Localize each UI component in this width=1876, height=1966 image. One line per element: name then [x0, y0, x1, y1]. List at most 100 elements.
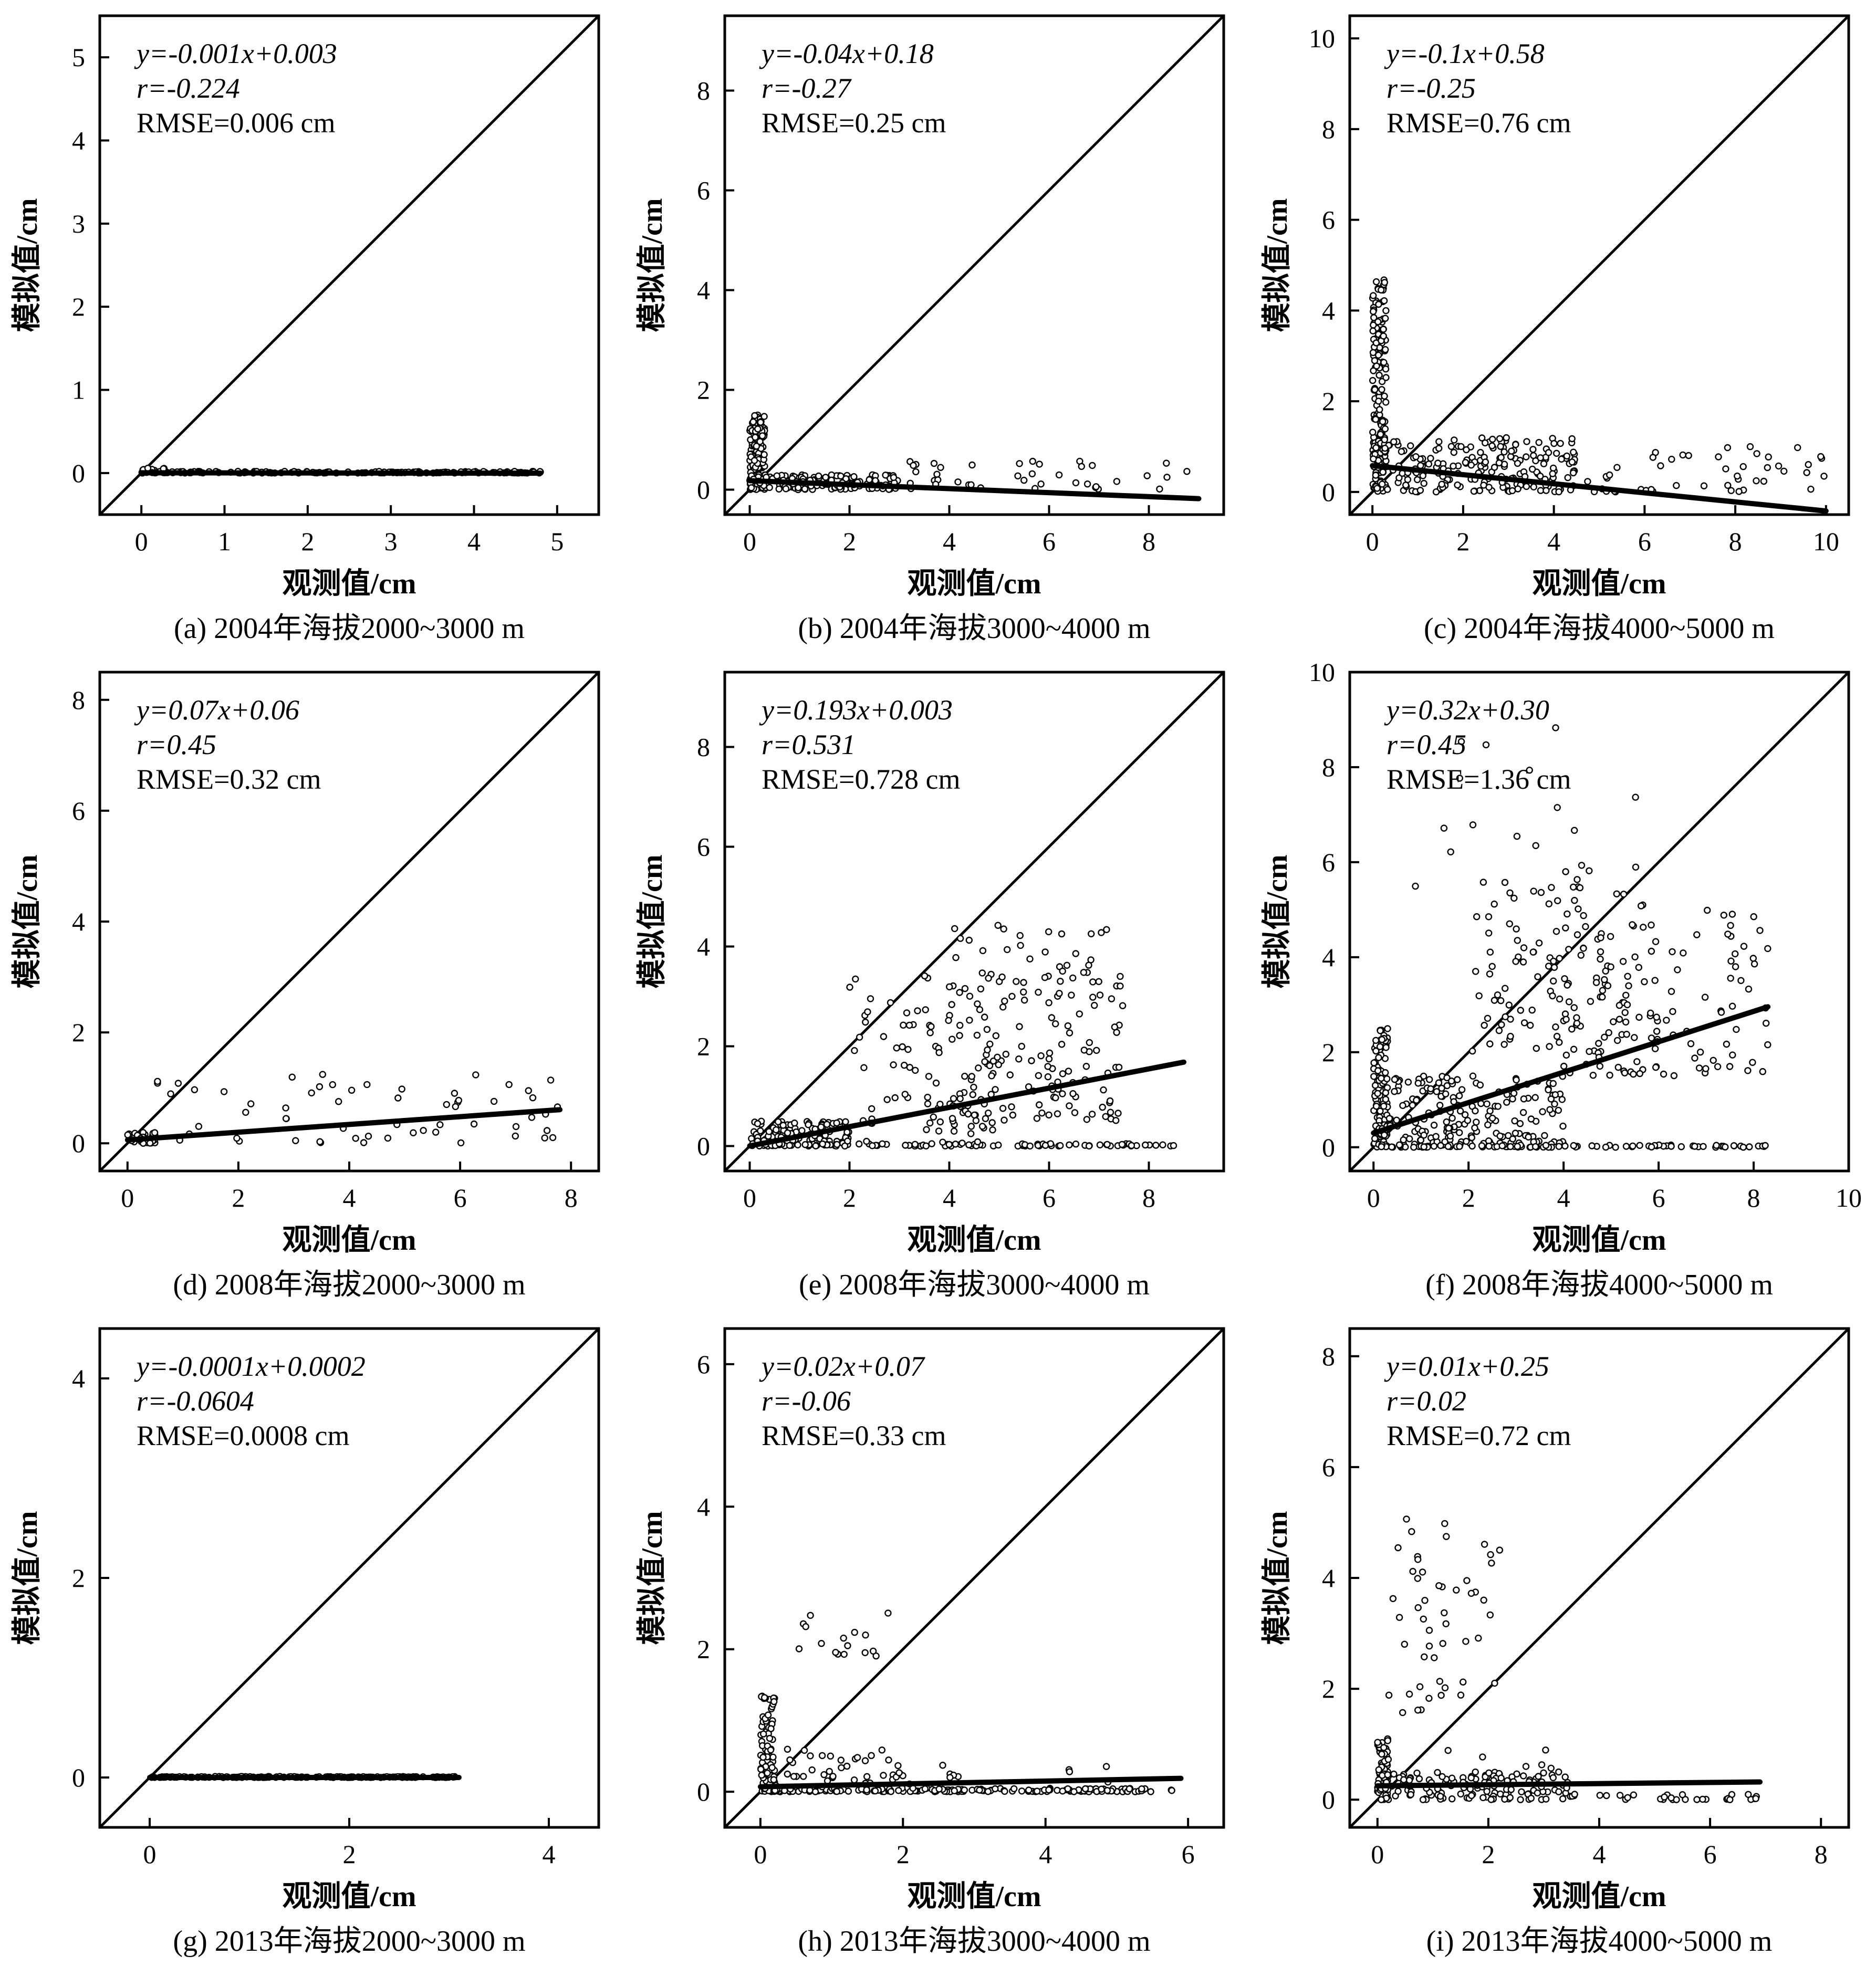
data-point: [1380, 297, 1388, 305]
data-point: [191, 1086, 199, 1093]
y-tick-label: 5: [72, 43, 85, 72]
data-point: [1378, 378, 1386, 385]
data-point: [292, 1137, 299, 1144]
data-point: [1438, 480, 1445, 488]
data-point: [1559, 1795, 1567, 1803]
data-point: [1401, 1640, 1409, 1648]
x-tick-label: 2: [1482, 1839, 1495, 1869]
data-point: [760, 413, 768, 420]
data-point: [1409, 1567, 1416, 1575]
y-axis-label: 模拟值/cm: [1261, 198, 1294, 332]
data-point: [1435, 438, 1443, 445]
data-point: [1584, 478, 1591, 485]
data-point: [329, 1081, 336, 1089]
data-point: [1450, 462, 1457, 470]
x-tick-label: 0: [135, 527, 148, 556]
data-point: [1434, 459, 1442, 467]
data-point: [242, 1109, 249, 1116]
data-point: [363, 1081, 371, 1089]
data-point: [1414, 1556, 1422, 1563]
data-point: [1370, 367, 1377, 374]
data-point: [1419, 1796, 1427, 1803]
data-point: [436, 1121, 444, 1128]
data-point: [1412, 453, 1420, 461]
data-point: [1379, 418, 1387, 425]
data-point: [525, 1087, 532, 1094]
data-point: [1170, 1142, 1177, 1149]
data-point: [1481, 439, 1489, 447]
data-point: [1405, 1776, 1413, 1784]
data-point: [782, 485, 790, 493]
data-point: [1491, 1679, 1498, 1687]
data-point: [1369, 292, 1377, 299]
data-point: [1543, 487, 1550, 494]
data-point: [1141, 1141, 1149, 1149]
data-point: [1564, 474, 1571, 482]
data-point: [1441, 1520, 1448, 1528]
y-tick-label: 2: [1322, 1674, 1335, 1703]
data-point: [1630, 1791, 1638, 1798]
data-point: [432, 1128, 440, 1136]
data-point: [1156, 485, 1163, 493]
data-point: [1405, 1690, 1413, 1698]
data-point: [1765, 453, 1772, 461]
data-point: [1557, 440, 1564, 447]
data-point: [352, 1135, 359, 1142]
data-point: [1382, 374, 1390, 381]
data-point: [749, 418, 757, 426]
data-point: [1753, 477, 1760, 485]
data-point: [1036, 461, 1043, 468]
data-point: [1394, 1787, 1402, 1795]
y-tick-label: 3: [72, 209, 85, 238]
data-point: [1381, 315, 1389, 322]
x-axis-label: 观测值/cm: [1532, 1880, 1666, 1913]
data-point: [1425, 461, 1433, 468]
data-point: [1373, 362, 1380, 370]
data-point: [1381, 279, 1389, 286]
y-tick-label: 6: [1322, 1452, 1335, 1482]
x-tick-label: 10: [1813, 527, 1839, 556]
data-point: [1373, 485, 1381, 492]
data-point: [1028, 470, 1036, 477]
data-point: [995, 1141, 1002, 1149]
data-point: [1376, 406, 1383, 413]
data-point: [1803, 469, 1810, 476]
x-tick-label: 4: [343, 1183, 356, 1212]
data-point: [1380, 326, 1387, 333]
data-point: [1489, 435, 1496, 443]
data-point: [1613, 464, 1621, 471]
data-point: [1679, 1791, 1686, 1798]
data-point: [747, 484, 755, 492]
data-point: [833, 1119, 840, 1127]
y-tick-label: 8: [1322, 1342, 1335, 1371]
data-point: [512, 1123, 520, 1131]
data-point: [1535, 438, 1543, 446]
data-point: [1372, 472, 1380, 479]
data-point: [1540, 460, 1548, 467]
y-tick-label: 2: [72, 292, 85, 321]
correlation-coefficient: r=-0.27: [762, 72, 852, 104]
data-point: [1555, 1768, 1562, 1776]
data-point: [912, 468, 920, 476]
data-point: [1425, 1626, 1433, 1634]
data-point: [1381, 425, 1389, 433]
panel-caption: (c) 2004年海拔4000~5000 m: [1424, 612, 1775, 645]
data-point: [1380, 1744, 1388, 1751]
data-point: [1407, 1791, 1414, 1798]
data-point: [1724, 444, 1732, 452]
data-point: [1503, 434, 1510, 442]
data-point: [1413, 1769, 1421, 1777]
panel-caption: (a) 2004年海拔2000~3000 m: [174, 612, 525, 645]
plot-area: [100, 672, 599, 1171]
data-point: [1488, 442, 1496, 449]
data-point: [1457, 1790, 1465, 1798]
data-point: [288, 1073, 296, 1081]
data-point: [1479, 1753, 1486, 1761]
data-point: [1569, 469, 1577, 477]
data-point: [1406, 442, 1414, 449]
data-point: [316, 1138, 324, 1145]
data-point: [1435, 1582, 1443, 1589]
data-point: [452, 1103, 459, 1111]
data-point: [1444, 1747, 1452, 1754]
